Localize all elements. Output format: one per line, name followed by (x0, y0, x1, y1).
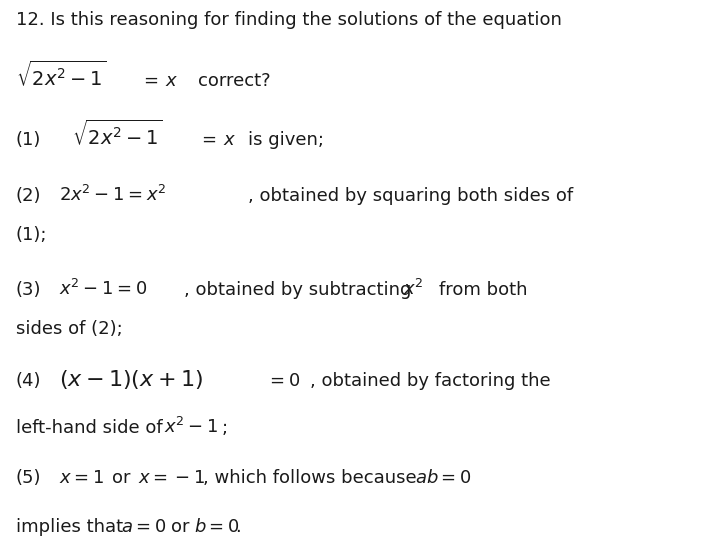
Text: .: . (235, 518, 241, 536)
Text: 12. Is this reasoning for finding the solutions of the equation: 12. Is this reasoning for finding the so… (16, 11, 562, 29)
Text: sides of (2);: sides of (2); (16, 320, 122, 338)
Text: (3): (3) (16, 281, 41, 299)
Text: $\mathbf{\mathit{a}}=0$: $\mathbf{\mathit{a}}=0$ (121, 518, 166, 536)
Text: $\mathbf{\mathit{ab}}=0$: $\mathbf{\mathit{ab}}=0$ (415, 469, 472, 487)
Text: $x^2-1=0$: $x^2-1=0$ (59, 279, 147, 299)
Text: is given;: is given; (248, 132, 325, 149)
Text: or: or (171, 518, 190, 536)
Text: (2): (2) (16, 187, 41, 205)
Text: $\sqrt{2x^2-1}$: $\sqrt{2x^2-1}$ (72, 119, 163, 149)
Text: from both: from both (439, 281, 528, 299)
Text: $2x^2-1 = x^2$: $2x^2-1 = x^2$ (59, 185, 166, 205)
Text: $\mathbf{\mathit{b}}=0$: $\mathbf{\mathit{b}}=0$ (194, 518, 240, 536)
Text: ;: ; (222, 419, 228, 437)
Text: , obtained by factoring the: , obtained by factoring the (310, 372, 550, 390)
Text: $=\, x$: $=\, x$ (140, 72, 179, 90)
Text: left-hand side of: left-hand side of (16, 419, 163, 437)
Text: $=\, x$: $=\, x$ (198, 132, 236, 149)
Text: $x=-1$: $x=-1$ (138, 469, 205, 487)
Text: (1): (1) (16, 132, 41, 149)
Text: $\sqrt{2x^2-1}$: $\sqrt{2x^2-1}$ (16, 60, 107, 90)
Text: , obtained by subtracting: , obtained by subtracting (184, 281, 411, 299)
Text: , which follows because: , which follows because (203, 469, 417, 487)
Text: $= 0$: $= 0$ (266, 372, 300, 390)
Text: (5): (5) (16, 469, 41, 487)
Text: (4): (4) (16, 372, 41, 390)
Text: (1);: (1); (16, 226, 48, 244)
Text: $(x-1)(x+1)$: $(x-1)(x+1)$ (59, 368, 203, 391)
Text: $x=1$: $x=1$ (59, 469, 104, 487)
Text: correct?: correct? (198, 72, 271, 90)
Text: or: or (112, 469, 130, 487)
Text: $x^2$: $x^2$ (403, 279, 424, 299)
Text: implies that: implies that (16, 518, 123, 536)
Text: $x^2-1$: $x^2-1$ (164, 417, 218, 437)
Text: , obtained by squaring both sides of: , obtained by squaring both sides of (248, 187, 574, 205)
